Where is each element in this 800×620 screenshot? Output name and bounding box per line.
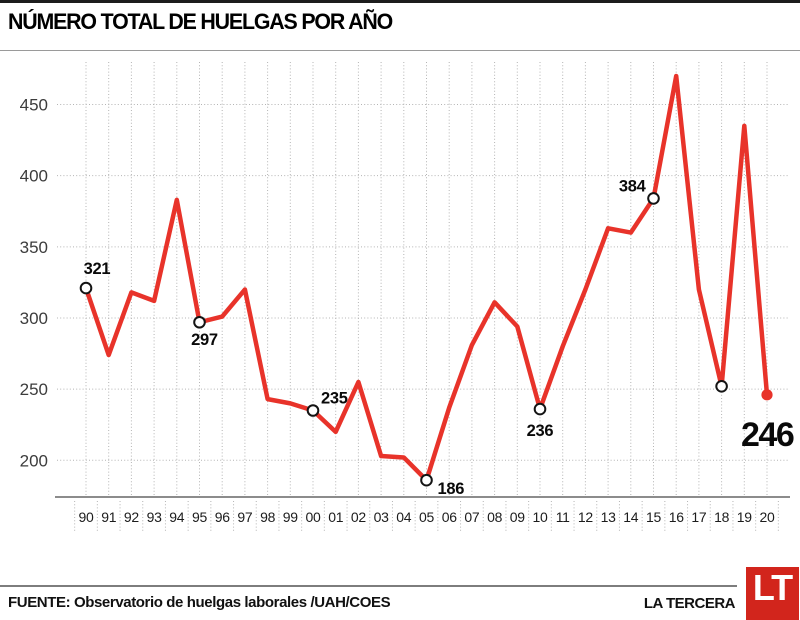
y-tick-label: 450 bbox=[20, 96, 48, 115]
x-tick-label: 11 bbox=[556, 509, 570, 525]
value-label: 246 bbox=[741, 416, 794, 454]
x-tick-label: 92 bbox=[124, 509, 139, 525]
brand-name: LA TERCERA bbox=[643, 595, 736, 612]
x-tick-label: 00 bbox=[306, 509, 321, 525]
footer-divider bbox=[0, 585, 737, 587]
title-divider bbox=[0, 50, 800, 51]
x-tick-label: 07 bbox=[464, 509, 479, 525]
trend-line bbox=[83, 73, 770, 483]
x-tick-label: 10 bbox=[533, 509, 548, 525]
data-point-marker bbox=[306, 404, 320, 417]
x-tick-label: 09 bbox=[510, 509, 525, 525]
x-tick-label: 15 bbox=[646, 509, 661, 525]
y-tick-label: 300 bbox=[20, 309, 48, 328]
x-tick-label: 20 bbox=[760, 509, 775, 525]
x-tick-label: 12 bbox=[578, 509, 593, 525]
x-tick-label: 02 bbox=[351, 509, 366, 525]
x-tick-label: 13 bbox=[601, 509, 616, 525]
x-tick-label: 96 bbox=[215, 509, 230, 525]
data-point-marker bbox=[533, 402, 547, 416]
data-point-marker bbox=[647, 192, 660, 205]
value-label: 186 bbox=[438, 480, 465, 498]
data-point-marker bbox=[79, 281, 93, 295]
y-tick-label: 350 bbox=[20, 238, 48, 257]
x-tick-label: 08 bbox=[487, 509, 502, 525]
logo-letters: LT bbox=[752, 567, 793, 608]
data-point-marker bbox=[420, 473, 433, 487]
value-label: 297 bbox=[191, 331, 218, 349]
x-tick-label: 17 bbox=[691, 509, 706, 525]
x-tick-label: 97 bbox=[237, 509, 252, 525]
top-border-bar bbox=[0, 0, 800, 3]
x-tick-label: 98 bbox=[260, 509, 275, 525]
x-tick-label: 93 bbox=[147, 509, 162, 525]
x-tick-label: 95 bbox=[192, 509, 207, 525]
value-label: 321 bbox=[84, 260, 111, 278]
value-label: 236 bbox=[527, 422, 554, 440]
x-tick-label: 91 bbox=[101, 509, 116, 525]
data-point-marker bbox=[193, 315, 206, 329]
x-tick-label: 05 bbox=[419, 509, 434, 525]
x-tick-label: 16 bbox=[669, 509, 684, 525]
page-title: NÚMERO TOTAL DE HUELGAS POR AÑO bbox=[8, 9, 393, 34]
y-tick-label: 250 bbox=[20, 380, 48, 399]
final-dot bbox=[761, 389, 773, 401]
data-point-marker bbox=[715, 379, 728, 393]
x-tick-label: 03 bbox=[374, 509, 389, 525]
y-tick-label: 400 bbox=[20, 167, 48, 186]
value-label: 384 bbox=[619, 177, 647, 195]
la-tercera-logo: LT bbox=[746, 567, 799, 620]
x-tick-label: 94 bbox=[169, 509, 184, 525]
value-label: 235 bbox=[321, 389, 348, 407]
x-tick-label: 19 bbox=[737, 509, 752, 525]
x-tick-label: 06 bbox=[442, 509, 457, 525]
x-tick-label: 14 bbox=[623, 509, 638, 525]
source-credit: FUENTE: Observatorio de huelgas laborale… bbox=[8, 594, 391, 611]
x-tick-label: 04 bbox=[396, 509, 411, 525]
x-tick-label: 90 bbox=[79, 509, 94, 525]
y-tick-label: 200 bbox=[20, 451, 48, 470]
x-tick-label: 99 bbox=[283, 509, 298, 525]
x-tick-label: 01 bbox=[328, 509, 343, 525]
x-tick-label: 18 bbox=[714, 509, 729, 525]
